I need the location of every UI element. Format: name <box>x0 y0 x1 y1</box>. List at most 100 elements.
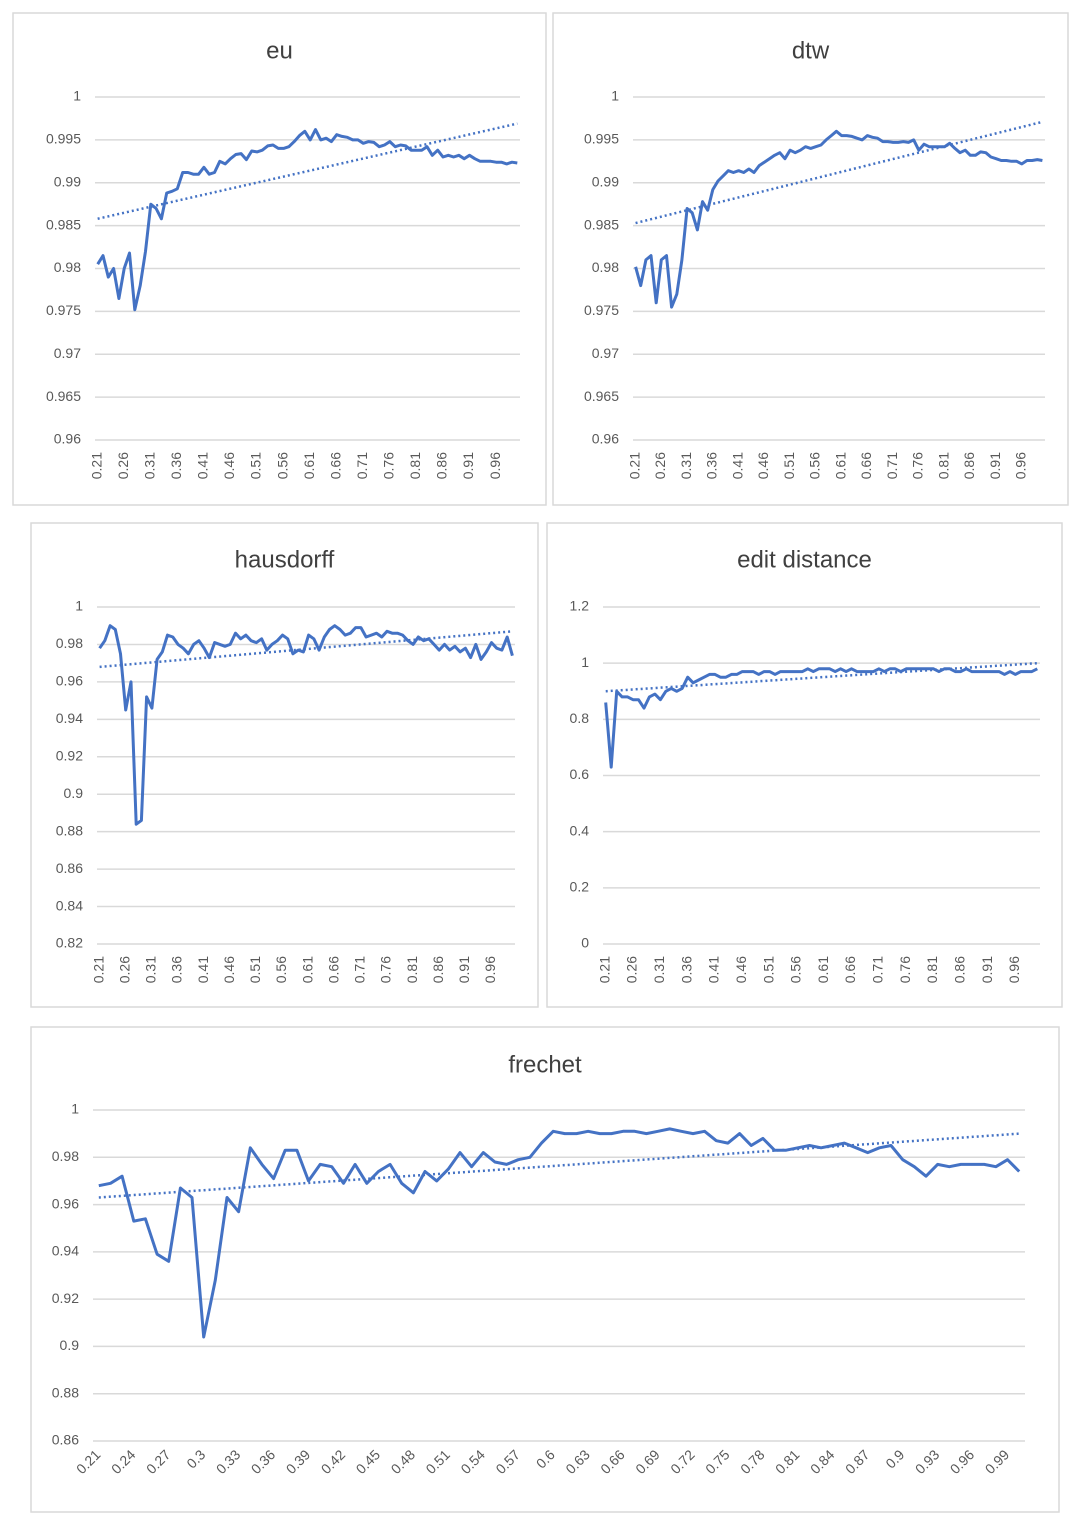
y-tick-label: 0.975 <box>46 302 81 318</box>
panel-border <box>552 12 1069 506</box>
y-tick-label: 0.96 <box>52 1195 79 1211</box>
y-tick-label: 0.995 <box>46 131 81 147</box>
panel-border <box>30 1026 1060 1513</box>
x-tick-label: 0.76 <box>897 956 913 983</box>
data-line <box>96 128 518 312</box>
y-tick-label: 0.96 <box>54 431 81 447</box>
y-tick-label: 0.985 <box>584 216 619 232</box>
x-tick-label: 0.21 <box>88 452 104 479</box>
y-tick-label: 0.92 <box>52 1290 79 1306</box>
x-tick-label: 0.36 <box>704 452 720 479</box>
x-tick-label: 0.56 <box>274 452 290 479</box>
y-tick-label: 0.98 <box>56 635 83 651</box>
y-tick-label: 1.2 <box>570 598 590 614</box>
trendline <box>99 630 513 669</box>
x-tick-label: 0.71 <box>354 452 370 479</box>
chart-title: eu <box>266 37 293 64</box>
x-tick-label: 0.41 <box>729 452 745 479</box>
y-tick-label: 1 <box>581 654 589 670</box>
x-tick-label: 0.91 <box>460 452 476 479</box>
x-tick-label: 0.21 <box>626 452 642 479</box>
x-tick-label: 0.66 <box>858 452 874 479</box>
y-tick-label: 0.995 <box>584 131 619 147</box>
chart-title: dtw <box>792 37 830 64</box>
x-tick-label: 0.81 <box>924 956 940 983</box>
x-tick-label: 0.41 <box>195 956 211 983</box>
y-tick-label: 0.9 <box>60 1337 80 1353</box>
y-tick-label: 0.965 <box>46 388 81 404</box>
x-tick-label: 0.31 <box>141 452 157 479</box>
x-tick-label: 0.81 <box>404 956 420 983</box>
y-tick-label: 0.98 <box>592 259 619 275</box>
x-tick-label: 0.21 <box>90 956 106 983</box>
x-tick-label: 0.36 <box>169 956 185 983</box>
y-tick-label: 1 <box>611 88 619 104</box>
x-tick-label: 0.61 <box>301 452 317 479</box>
x-tick-label: 0.66 <box>327 452 343 479</box>
y-tick-label: 0.2 <box>570 879 590 895</box>
y-tick-label: 0.84 <box>56 897 83 913</box>
x-tick-label: 0.46 <box>733 956 749 983</box>
x-tick-label: 0.36 <box>678 956 694 983</box>
chart-title: hausdorff <box>235 546 335 573</box>
x-tick-label: 0.51 <box>248 452 264 479</box>
x-tick-label: 0.76 <box>910 452 926 479</box>
x-tick-label: 0.51 <box>781 452 797 479</box>
y-tick-label: 0.975 <box>584 302 619 318</box>
x-tick-label: 0.86 <box>430 956 446 983</box>
x-tick-label: 0.21 <box>596 956 612 983</box>
y-tick-label: 0.86 <box>56 860 83 876</box>
y-tick-label: 0.92 <box>56 747 83 763</box>
y-tick-label: 0.94 <box>56 710 83 726</box>
y-tick-label: 0.985 <box>46 216 81 232</box>
x-tick-label: 0.76 <box>378 956 394 983</box>
y-tick-label: 0.98 <box>52 1148 79 1164</box>
trendline <box>605 661 1038 693</box>
x-tick-label: 0.56 <box>788 956 804 983</box>
y-tick-label: 1 <box>75 598 83 614</box>
data-line <box>98 624 514 826</box>
x-tick-label: 0.41 <box>706 956 722 983</box>
y-tick-label: 0.88 <box>56 822 83 838</box>
x-tick-label: 0.56 <box>807 452 823 479</box>
x-tick-label: 0.61 <box>815 956 831 983</box>
y-tick-label: 0.4 <box>570 822 590 838</box>
x-tick-label: 0.96 <box>1006 956 1022 983</box>
x-tick-label: 0.36 <box>168 452 184 479</box>
x-tick-label: 0.26 <box>115 452 131 479</box>
x-tick-label: 0.41 <box>195 452 211 479</box>
y-tick-label: 0.88 <box>52 1384 79 1400</box>
x-tick-label: 0.96 <box>482 956 498 983</box>
x-tick-label: 0.71 <box>884 452 900 479</box>
x-tick-label: 0.46 <box>221 956 237 983</box>
data-line <box>634 129 1043 309</box>
x-tick-label: 0.66 <box>325 956 341 983</box>
y-tick-label: 0.99 <box>592 173 619 189</box>
x-tick-label: 0.96 <box>1013 452 1029 479</box>
x-tick-label: 0.31 <box>651 956 667 983</box>
y-tick-label: 0.99 <box>54 173 81 189</box>
x-tick-label: 0.26 <box>652 452 668 479</box>
x-tick-label: 0.81 <box>407 452 423 479</box>
y-tick-label: 0.82 <box>56 935 83 951</box>
panel-border <box>30 522 539 1008</box>
x-tick-label: 0.86 <box>951 956 967 983</box>
data-line <box>604 667 1038 769</box>
x-tick-label: 0.66 <box>842 956 858 983</box>
y-tick-label: 0.94 <box>52 1243 79 1259</box>
x-tick-label: 0.51 <box>247 956 263 983</box>
chart-title: edit distance <box>737 546 872 573</box>
y-tick-label: 0.98 <box>54 259 81 275</box>
x-tick-label: 0.96 <box>487 452 503 479</box>
y-tick-label: 0.9 <box>64 785 84 801</box>
x-tick-label: 0.56 <box>273 956 289 983</box>
y-tick-label: 0.97 <box>54 345 81 361</box>
x-tick-label: 0.91 <box>979 956 995 983</box>
y-tick-label: 0 <box>581 935 589 951</box>
x-tick-label: 0.51 <box>760 956 776 983</box>
y-tick-label: 0.86 <box>52 1432 79 1448</box>
trendline <box>98 1132 1020 1199</box>
y-tick-label: 1 <box>71 1101 79 1117</box>
y-tick-label: 0.96 <box>592 431 619 447</box>
